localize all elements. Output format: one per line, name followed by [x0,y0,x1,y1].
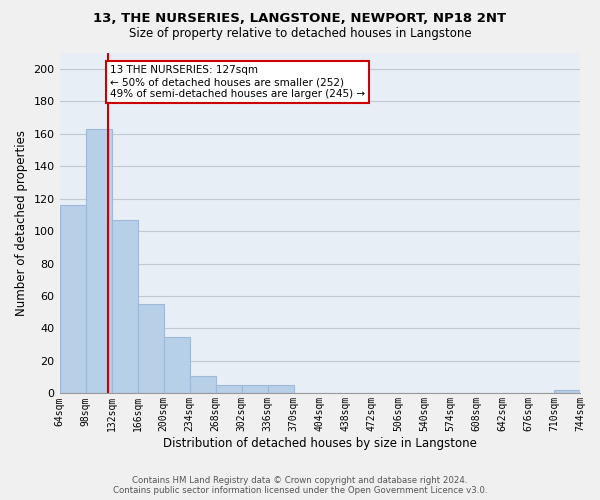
Bar [190,376,215,394]
Bar [137,304,164,394]
Text: 13 THE NURSERIES: 127sqm
← 50% of detached houses are smaller (252)
49% of semi-: 13 THE NURSERIES: 127sqm ← 50% of detach… [110,66,365,98]
Bar [86,129,112,394]
Bar [215,386,242,394]
Bar [59,205,86,394]
Bar [242,386,268,394]
Bar [268,386,294,394]
Y-axis label: Number of detached properties: Number of detached properties [15,130,28,316]
Bar [164,336,190,394]
Text: Size of property relative to detached houses in Langstone: Size of property relative to detached ho… [128,28,472,40]
Bar [554,390,580,394]
Text: Contains HM Land Registry data © Crown copyright and database right 2024.
Contai: Contains HM Land Registry data © Crown c… [113,476,487,495]
Text: 13, THE NURSERIES, LANGSTONE, NEWPORT, NP18 2NT: 13, THE NURSERIES, LANGSTONE, NEWPORT, N… [94,12,506,26]
Bar [112,220,137,394]
X-axis label: Distribution of detached houses by size in Langstone: Distribution of detached houses by size … [163,437,477,450]
